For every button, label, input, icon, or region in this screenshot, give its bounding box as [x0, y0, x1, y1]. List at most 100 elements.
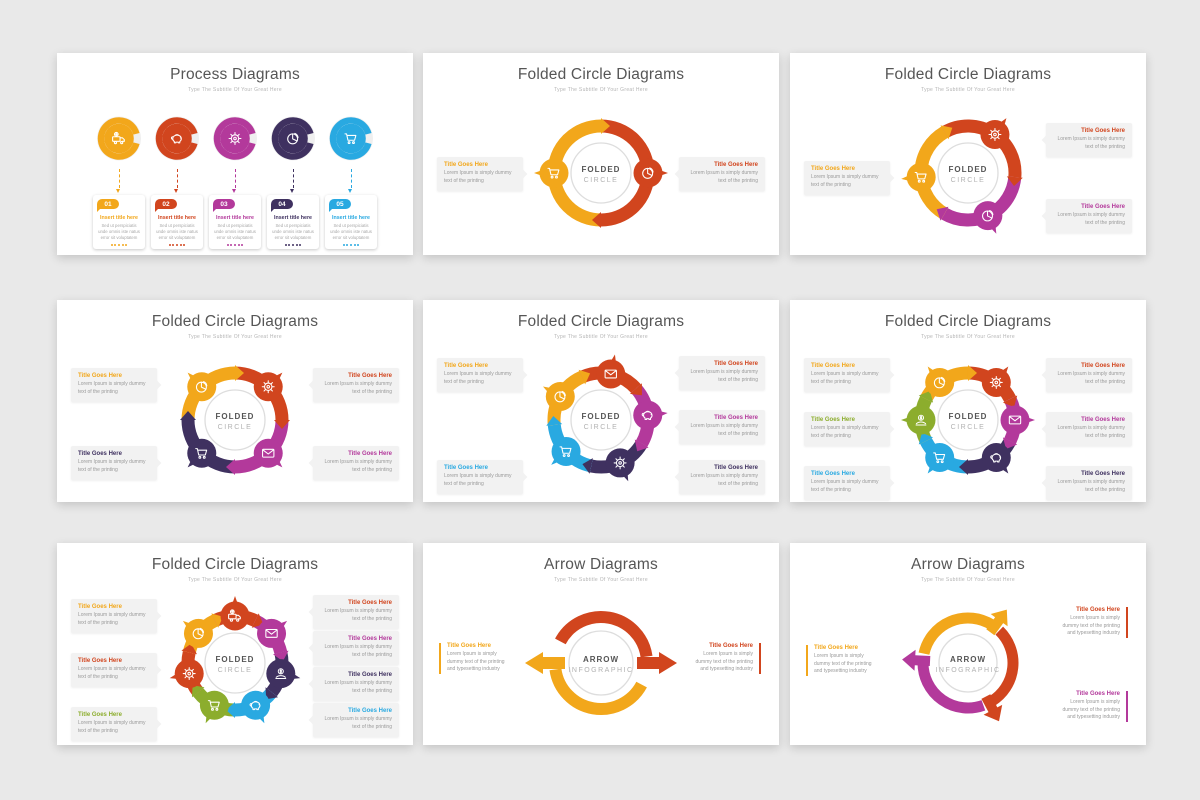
step-body: Sed ut perspiciatis unde omnis iste natu… [156, 222, 198, 240]
side-label-body: Lorem Ipsum is simply dummy text of the … [1057, 425, 1125, 439]
side-label-title: Title Goes Here [78, 658, 122, 664]
dot [353, 243, 356, 246]
shopping-cart-icon [207, 700, 220, 711]
folded-circle-diagram: FOLDED CIRCLE Title Goes Here Lorem Ipsum i… [790, 300, 1146, 502]
segment-fold-arrow [181, 643, 197, 655]
center-label-line2: CIRCLE [584, 424, 619, 431]
step-circle [155, 116, 199, 161]
icon-bubble [199, 690, 229, 720]
segment-fold-arrow [940, 125, 953, 140]
step-bottom-band [271, 117, 314, 160]
dot [179, 243, 182, 246]
step-connector-arrow [232, 189, 236, 193]
side-label: Title Goes Here Lorem Ipsum is simply dum… [437, 157, 523, 191]
slide-process[interactable]: Process Diagrams Type The Subtitle Of Yo… [57, 53, 413, 255]
folded-circle-graphic: FOLDED CIRCLE [180, 365, 290, 475]
side-label-title: Title Goes Here [714, 415, 758, 421]
icon-bubble [980, 119, 1010, 149]
icon-bubble [220, 601, 250, 631]
slide-arrow-3[interactable]: Arrow Diagrams Type The Subtitle Of Your… [790, 543, 1146, 745]
side-label: Title Goes Here Lorem Ipsum is simply dum… [313, 703, 399, 737]
folded-circle-graphic: FOLDED CIRCLE [901, 365, 1035, 475]
dot [168, 243, 171, 246]
dot [183, 243, 186, 246]
center-label-line1: FOLDED [216, 412, 255, 421]
center-label-line2: INFOGRAPHIC [935, 667, 1000, 674]
segment-fold-arrow [1002, 395, 1018, 408]
icon-bubble [257, 618, 287, 648]
side-label: Title Goes Here Lorem Ipsum is simply dum… [437, 460, 523, 494]
arrow-head-right [637, 652, 677, 674]
dot [121, 243, 124, 246]
side-label-body: Lorem Ipsum is simply dummy text of the … [811, 371, 879, 385]
side-label-body: Lorem Ipsum is simply dummy text of the … [444, 473, 512, 487]
step-bottom-band [213, 117, 256, 160]
icon-bubble [605, 448, 635, 478]
folded-circle-diagram: FOLDED CIRCLE Title Goes Here Lorem Ipsum i… [57, 300, 413, 502]
segment-fold-arrow [601, 118, 610, 134]
piggy-bank-icon [990, 453, 1002, 463]
step-title: Insert title here [100, 215, 138, 221]
slide-folded-5[interactable]: Folded Circle Diagrams Type The Subtitle… [423, 300, 779, 502]
center-label-line2: CIRCLE [951, 424, 986, 431]
pie-chart-icon [287, 132, 299, 145]
arrow-arc [917, 662, 986, 714]
slide-folded-3[interactable]: Folded Circle Diagrams Type The Subtitle… [790, 53, 1146, 255]
center-circle [204, 389, 266, 451]
side-label-body: Lorem Ipsum is simply dummy text of the … [78, 666, 146, 680]
segment-fold-arrow [211, 613, 223, 628]
folded-circle-graphic: FOLDED CIRCLE [542, 354, 668, 482]
side-label: Title Goes Here Lorem Ipsum is simply dum… [1060, 691, 1128, 722]
segment-fold-arrow [546, 415, 563, 426]
side-label-title: Title Goes Here [811, 471, 855, 477]
side-label: Title Goes Here Lorem Ipsum is simply dum… [1060, 607, 1128, 638]
arrow-graphic: ARROW INFOGRAPHIC [902, 609, 1019, 722]
dot [117, 243, 121, 246]
icon-bubble [241, 690, 271, 720]
segment-fold-arrow [265, 687, 279, 700]
dot [114, 243, 117, 246]
side-label-body: Lorem Ipsum is simply dummy text of the … [78, 459, 146, 473]
side-label: Title Goes Here Lorem Ipsum is simply dum… [679, 356, 765, 390]
step-dots [325, 243, 377, 246]
side-label: Title Goes Here Lorem Ipsum is simply dum… [313, 631, 399, 665]
slide-arrow-2[interactable]: Arrow Diagrams Type The Subtitle Of Your… [423, 543, 779, 745]
side-label-title: Title Goes Here [78, 451, 122, 457]
side-label-body: Lorem Ipsum is simply dummy text of the … [690, 369, 758, 383]
arrow-head [902, 649, 931, 671]
side-label-body: Lorem Ipsum is simply dummy text of the … [324, 459, 392, 473]
arrow-arc-bottom [549, 668, 647, 715]
dot [230, 243, 233, 246]
slide-folded-7[interactable]: Folded Circle Diagrams Type The Subtitle… [57, 543, 413, 745]
segment-fold-arrow [968, 365, 977, 381]
side-label-title: Title Goes Here [444, 465, 488, 471]
center-label-line2: CIRCLE [218, 667, 253, 674]
slide-folded-6[interactable]: Folded Circle Diagrams Type The Subtitle… [790, 300, 1146, 502]
step-number-badge: 03 [213, 199, 235, 212]
slide-folded-2[interactable]: Folded Circle Diagrams Type The Subtitle… [423, 53, 779, 255]
pie-chart-icon [554, 390, 566, 403]
dot [226, 243, 229, 246]
center-label-line2: CIRCLE [218, 424, 253, 431]
segment-fold-arrow [918, 432, 934, 445]
icon-bubble [981, 443, 1011, 473]
side-label-title: Title Goes Here [714, 361, 758, 367]
side-label: Title Goes Here Lorem Ipsum is simply dum… [679, 157, 765, 191]
step-circle [271, 116, 315, 161]
segment-fold-arrow [936, 206, 949, 221]
segment-fold-arrow [273, 650, 289, 662]
dot [110, 243, 113, 246]
center-label-line1: FOLDED [216, 655, 255, 664]
side-label-title: Title Goes Here [348, 451, 392, 457]
step-number-badge: 04 [271, 199, 293, 212]
side-label-title: Title Goes Here [348, 600, 392, 606]
piggy-bank-icon [641, 410, 653, 421]
slide-folded-4[interactable]: Folded Circle Diagrams Type The Subtitle… [57, 300, 413, 502]
pie-chart-icon [642, 167, 654, 179]
side-label: Title Goes Here Lorem Ipsum is simply dum… [71, 707, 157, 741]
side-label-body: Lorem Ipsum is simply dummy text of the … [1057, 212, 1125, 226]
step-connector [292, 169, 294, 188]
side-label-title: Title Goes Here [811, 166, 855, 172]
side-label-body: Lorem Ipsum is simply dummy text of the … [78, 720, 146, 734]
side-label-body: Lorem Ipsum is simply dummy text of the … [78, 381, 146, 395]
